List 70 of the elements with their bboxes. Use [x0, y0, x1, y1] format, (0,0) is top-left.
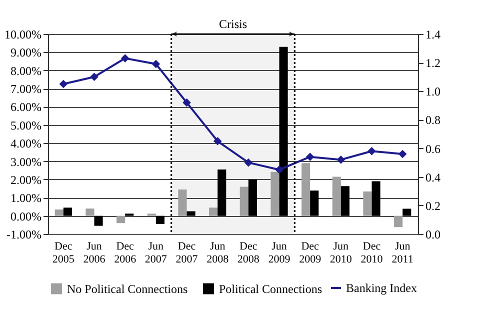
- bar: [340, 186, 350, 216]
- bar: [186, 211, 196, 216]
- point: [276, 166, 283, 174]
- y2-tick-label: 1.4: [426, 28, 440, 42]
- bar: [372, 181, 380, 216]
- y2-tick-label: 0.0: [426, 228, 440, 242]
- y2-tick-label: 0.4: [426, 170, 440, 184]
- x-tick-label: Dec 2010: [360, 240, 384, 266]
- x-tick-label: Dec 2005: [52, 240, 75, 266]
- point: [306, 153, 314, 161]
- y-tick-label: 0.00%: [10, 209, 42, 224]
- y-tick-label: 4.00%: [10, 136, 42, 151]
- x-tick-label: Dec 2009: [299, 240, 322, 266]
- y-tick-label: 10.00%: [4, 28, 42, 42]
- bar: [86, 208, 94, 216]
- band-label: Crisis: [218, 17, 248, 31]
- x-tick-label: Jun 2006: [83, 240, 106, 266]
- y2-tick-label: 1.2: [426, 56, 440, 70]
- x-tick-label: Jun 2011: [392, 240, 414, 266]
- legend-label: Banking Index: [346, 281, 417, 295]
- bar: [402, 208, 412, 216]
- point: [152, 60, 160, 68]
- y-tick-label: 9.00%: [10, 46, 42, 60]
- bar: [310, 190, 319, 216]
- legend-label: No Political Connections: [67, 282, 188, 296]
- y2-tick-label: 0.6: [426, 142, 440, 156]
- point: [90, 73, 98, 81]
- bar: [218, 169, 226, 216]
- bar: [332, 176, 341, 216]
- bar: [363, 191, 372, 216]
- y-tick-label: 1.00%: [10, 191, 42, 206]
- y-tick-label: -1.00%: [6, 228, 42, 242]
- bar: [94, 216, 103, 226]
- legend-label: Political Connections: [219, 282, 322, 296]
- y-tick-label: 8.00%: [10, 64, 42, 78]
- point: [60, 80, 68, 88]
- y-tick-label: 2.00%: [10, 172, 42, 187]
- point: [121, 54, 129, 62]
- x-tick-label: Dec 2007: [176, 240, 198, 266]
- bar: [302, 163, 310, 216]
- x-tick-label: Jun 2007: [144, 240, 168, 266]
- bar: [54, 209, 64, 216]
- bar: [248, 179, 257, 216]
- y-tick-label: 5.00%: [10, 118, 42, 132]
- bar: [156, 216, 164, 224]
- y-tick-label: 7.00%: [10, 82, 42, 96]
- point: [244, 158, 252, 166]
- bar: [116, 216, 126, 224]
- bar: [63, 208, 72, 216]
- x-tick-label: Jun 2009: [268, 240, 291, 266]
- y2-tick-label: 0.8: [426, 113, 440, 128]
- bar: [394, 216, 403, 228]
- point: [214, 137, 222, 145]
- y2-tick-label: 1.0: [426, 84, 440, 99]
- y-tick-label: 3.00%: [10, 154, 42, 169]
- y-tick-label: 6.00%: [10, 100, 42, 114]
- point: [398, 150, 406, 158]
- point: [337, 156, 345, 164]
- bar: [209, 208, 218, 216]
- y2-tick-label: 0.2: [426, 198, 440, 213]
- x-tick-label: Dec 2008: [237, 240, 260, 266]
- bar: [279, 46, 288, 216]
- bar: [240, 186, 248, 216]
- x-tick-label: Dec 2006: [114, 240, 137, 266]
- bar: [178, 189, 187, 216]
- x-tick-label: Jun 2008: [206, 240, 230, 266]
- bar: [270, 172, 280, 216]
- x-tick-label: Jun 2010: [330, 240, 352, 266]
- point: [368, 147, 376, 155]
- point: [183, 98, 190, 106]
